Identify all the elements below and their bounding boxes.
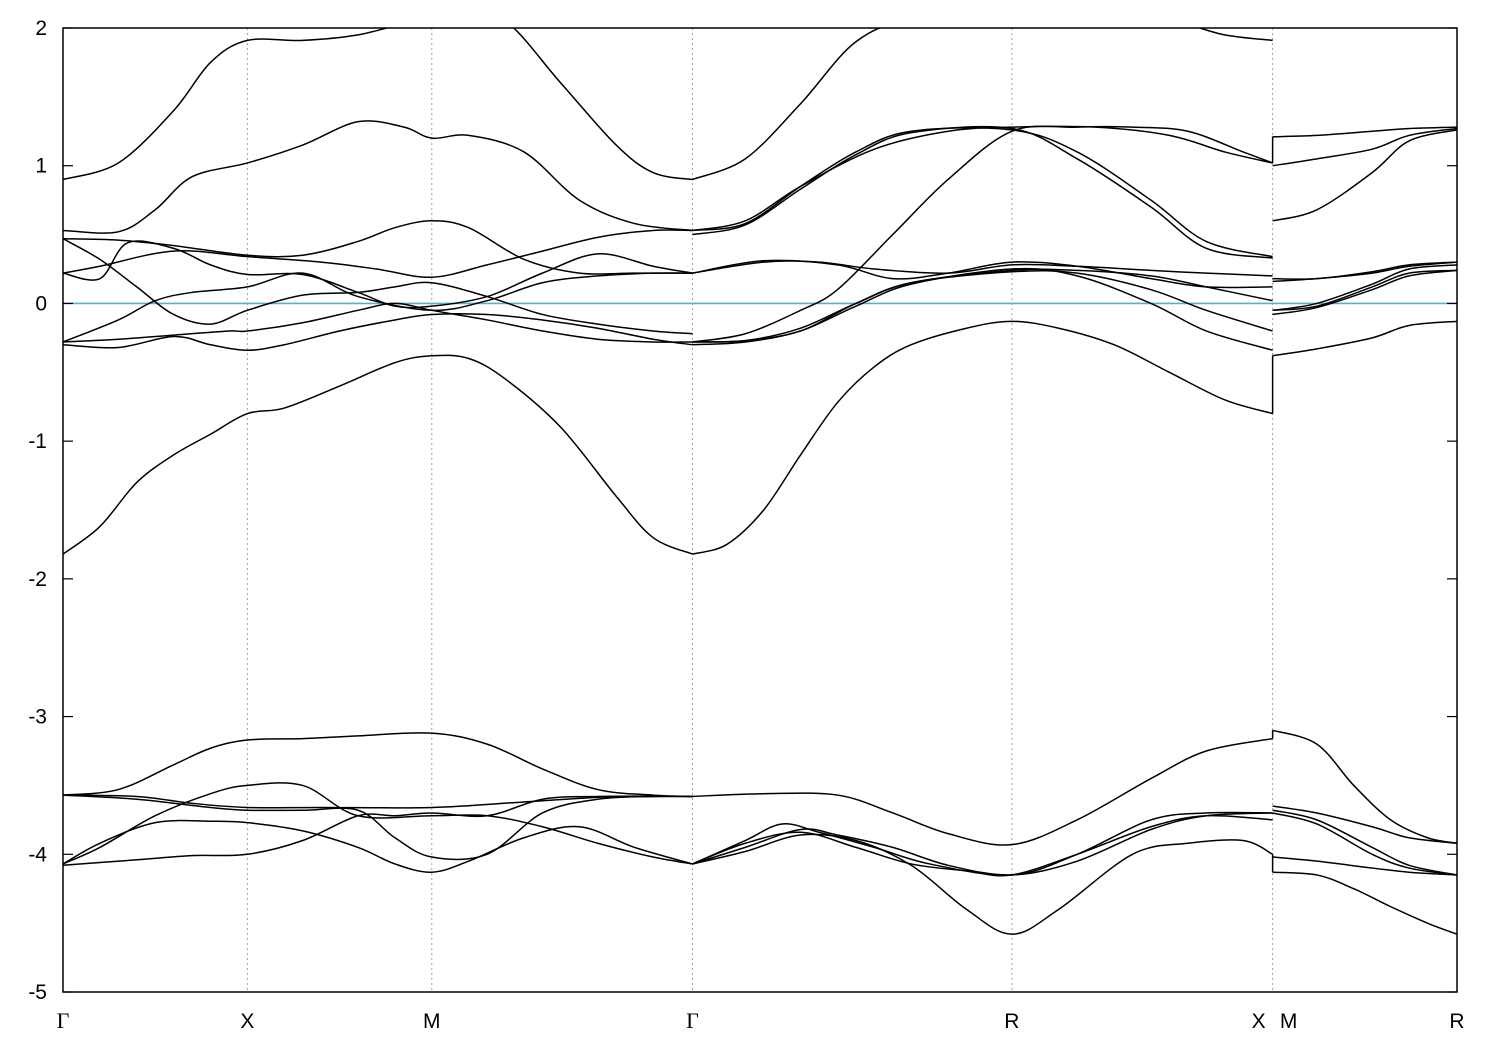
y-tick-label-1: -4: [28, 843, 47, 866]
band-line-35: [63, 795, 693, 867]
band-line-18: [692, 268, 1273, 343]
band-line-4: [63, 220, 693, 275]
plot-frame: [62, 27, 1458, 993]
band-line-21: [1272, 126, 1457, 138]
band-line-14: [63, 313, 693, 351]
band-line-23: [1272, 129, 1457, 222]
band-line-36: [63, 794, 693, 861]
band-line-0: [63, 28, 693, 181]
band-line-28: [1272, 269, 1457, 316]
band-line-29: [1272, 320, 1457, 357]
x-tick-label-3: Γ: [686, 1008, 699, 1033]
x-tick-label-2: M: [423, 1010, 441, 1033]
band-line-45: [1272, 856, 1457, 876]
band-series: [63, 28, 1457, 935]
band-line-43: [1272, 809, 1457, 876]
y-tick-label-6: 1: [35, 155, 47, 178]
band-line-13: [63, 302, 693, 343]
grid-lines: [246, 28, 1274, 992]
band-line-10: [63, 272, 693, 343]
x-tick-label-extra-0: M: [1280, 1010, 1298, 1033]
band-line-39: [692, 833, 1273, 935]
band-line-22: [1272, 127, 1457, 167]
band-line-41: [1272, 729, 1457, 845]
x-tick-label-0: Γ: [57, 1008, 70, 1033]
band-line-5: [63, 229, 693, 279]
band-line-17: [692, 267, 1273, 351]
x-tick-label-5: X: [1252, 1010, 1266, 1033]
y-tick-label-4: -1: [28, 430, 47, 453]
band-line-16: [692, 269, 1273, 343]
band-line-1: [692, 28, 1273, 181]
band-line-31: [692, 737, 1273, 846]
axes: [62, 27, 1458, 993]
x-tick-label-6: R: [1449, 1010, 1464, 1033]
band-line-19: [63, 354, 693, 555]
band-line-40: [692, 814, 1273, 877]
band-line-12: [63, 238, 693, 335]
band-line-27: [1272, 269, 1457, 312]
y-tick-label-7: 2: [35, 17, 47, 40]
band-line-25: [1272, 261, 1457, 283]
y-tick-label-3: -2: [28, 568, 47, 591]
band-line-6: [692, 127, 1273, 258]
band-line-15: [692, 125, 1273, 343]
y-tick-label-2: -3: [28, 706, 47, 729]
band-line-7: [692, 125, 1273, 259]
band-line-2: [63, 120, 693, 234]
band-line-26: [1272, 264, 1457, 312]
band-line-30: [63, 732, 693, 798]
band-line-46: [1272, 871, 1457, 935]
band-line-37: [692, 811, 1273, 876]
band-line-42: [1272, 805, 1457, 845]
band-line-11: [692, 259, 1273, 289]
x-tick-label-4: R: [1004, 1010, 1019, 1033]
y-tick-label-5: 0: [35, 292, 47, 315]
band-line-44: [1272, 812, 1457, 876]
band-line-38: [692, 812, 1273, 876]
y-tick-label-0: -5: [28, 981, 47, 1004]
band-line-20: [692, 320, 1273, 555]
band-line-34: [63, 819, 693, 873]
band-line-3: [692, 125, 1273, 232]
x-tick-label-1: X: [240, 1010, 254, 1033]
